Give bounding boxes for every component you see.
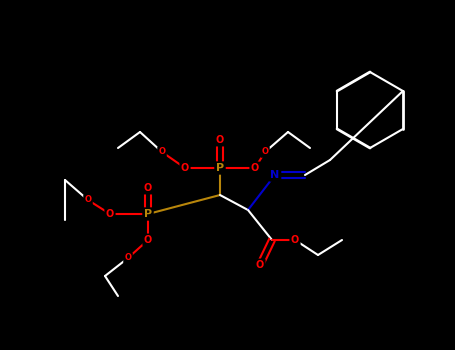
Text: O: O	[144, 183, 152, 193]
Text: O: O	[158, 147, 166, 156]
Text: N: N	[270, 170, 280, 180]
Text: O: O	[85, 196, 91, 204]
Text: O: O	[144, 235, 152, 245]
Text: O: O	[125, 253, 131, 262]
Text: P: P	[216, 163, 224, 173]
Text: O: O	[251, 163, 259, 173]
Text: O: O	[291, 235, 299, 245]
Text: P: P	[144, 209, 152, 219]
Text: O: O	[106, 209, 114, 219]
Text: O: O	[262, 147, 268, 156]
Text: O: O	[256, 260, 264, 270]
Text: O: O	[216, 135, 224, 145]
Text: O: O	[181, 163, 189, 173]
